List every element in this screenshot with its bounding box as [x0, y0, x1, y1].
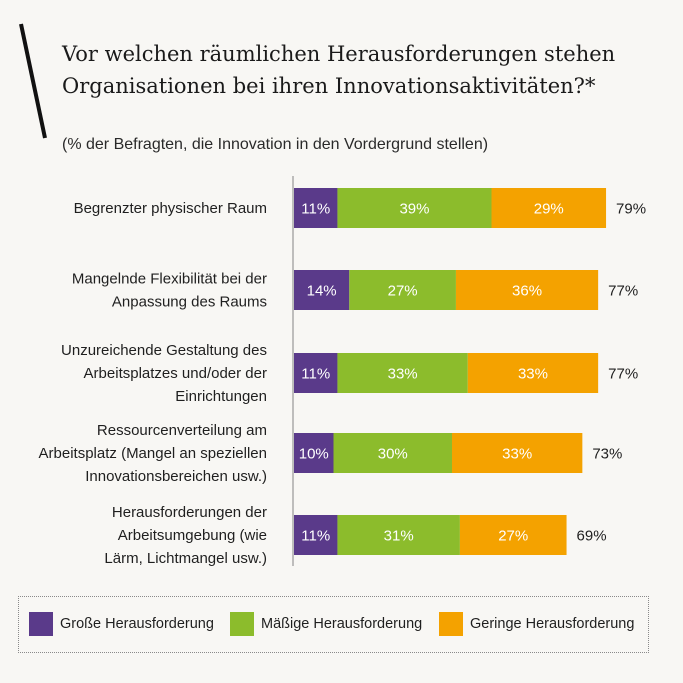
- bar-total-label: 73%: [592, 446, 622, 463]
- bar-value-label: 31%: [384, 528, 414, 545]
- bar-value-label: 33%: [502, 446, 532, 463]
- category-label: Unzureichende Gestaltung des Arbeitsplatz…: [61, 342, 267, 405]
- legend-label-maessige: Mäßige Herausforderung: [261, 616, 423, 632]
- stacked-bar-chart: Begrenzter physischer Raum 11% 39% 29% 79% Ma…: [39, 176, 646, 567]
- bar-segment: [294, 188, 338, 228]
- bar-segment: [294, 353, 338, 393]
- legend-item-geringe: Geringe Herausforderung: [439, 612, 634, 636]
- bar-total-label: 77%: [608, 283, 638, 300]
- bar-value-label: 33%: [518, 366, 548, 383]
- bar-value-label: 11%: [301, 201, 330, 218]
- bar-value-label: 33%: [388, 366, 418, 383]
- legend-swatch-grosse: [29, 612, 53, 636]
- legend-label-grosse: Große Herausforderung: [60, 616, 214, 632]
- legend-swatch-geringe: [439, 612, 463, 636]
- bar-value-label: 10%: [299, 446, 329, 463]
- bar-value-label: 11%: [301, 366, 330, 383]
- bar-segment: [294, 515, 338, 555]
- category-label: Herausforderungen der Arbeitsumgebung (wi…: [104, 504, 267, 567]
- bar-value-label: 30%: [378, 446, 408, 463]
- bar-segment: [452, 433, 583, 473]
- bar-segment: [337, 188, 492, 228]
- legend-swatch-maessige: [230, 612, 254, 636]
- chart-title: Vor welchen räumlichen Herausforderungen…: [62, 42, 616, 98]
- title-accent-slash: [19, 23, 47, 139]
- bar-segment: [294, 270, 350, 310]
- bar-total-label: 77%: [608, 366, 638, 383]
- bar-segment: [467, 353, 599, 393]
- bar-value-label: 14%: [307, 283, 337, 300]
- bar-value-label: 11%: [301, 528, 330, 545]
- bar-segment: [459, 515, 567, 555]
- bar-total-label: 79%: [616, 201, 646, 218]
- bar-total-label: 69%: [577, 528, 607, 545]
- bar-value-label: 36%: [512, 283, 542, 300]
- bar-value-label: 27%: [498, 528, 528, 545]
- legend-item-maessige: Mäßige Herausforderung: [230, 612, 422, 636]
- bar-segment: [491, 188, 607, 228]
- bar-segment: [337, 515, 460, 555]
- bar-value-label: 29%: [534, 201, 564, 218]
- bar-segment: [294, 433, 334, 473]
- legend: Große Herausforderung Mäßige Herausforde…: [18, 596, 649, 653]
- bar-segment: [455, 270, 599, 310]
- bar-segment: [333, 433, 452, 473]
- bar-value-label: 27%: [388, 283, 418, 300]
- legend-item-grosse: Große Herausforderung: [29, 612, 214, 636]
- chart-subtitle: (% der Befragten, die Innovation in den …: [62, 136, 489, 153]
- bar-value-label: 39%: [399, 201, 429, 218]
- bar-segment: [337, 353, 468, 393]
- category-label: Begrenzter physischer Raum: [74, 200, 267, 217]
- category-label: Mangelnde Flexibilität bei der Anpassung …: [72, 271, 267, 311]
- bar-segment: [349, 270, 456, 310]
- category-label: Ressourcenverteilung am Arbeitsplatz (Man…: [39, 422, 267, 485]
- legend-label-geringe: Geringe Herausforderung: [470, 616, 635, 632]
